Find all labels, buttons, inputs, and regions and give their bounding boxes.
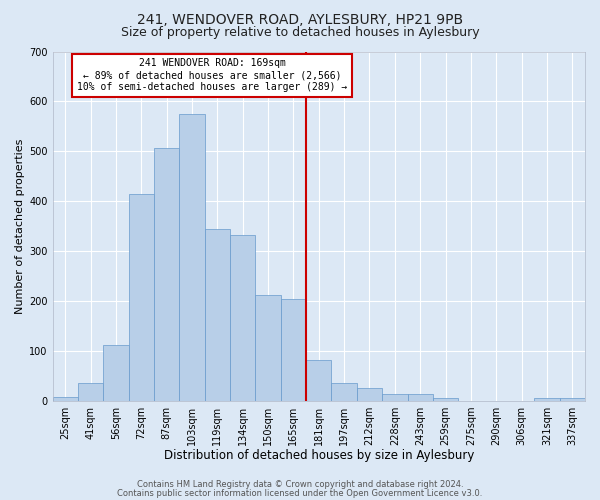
Bar — [256, 295, 281, 401]
Text: Contains HM Land Registry data © Crown copyright and database right 2024.: Contains HM Land Registry data © Crown c… — [137, 480, 463, 489]
Text: 241 WENDOVER ROAD: 169sqm
← 89% of detached houses are smaller (2,566)
10% of se: 241 WENDOVER ROAD: 169sqm ← 89% of detac… — [77, 58, 347, 92]
Bar — [281, 298, 306, 401]
Bar — [128, 194, 154, 401]
Bar — [407, 394, 433, 401]
Bar — [205, 228, 230, 401]
Text: Size of property relative to detached houses in Aylesbury: Size of property relative to detached ho… — [121, 26, 479, 39]
Bar — [53, 397, 78, 401]
X-axis label: Distribution of detached houses by size in Aylesbury: Distribution of detached houses by size … — [164, 450, 474, 462]
Bar — [179, 114, 205, 401]
Bar — [560, 398, 585, 401]
Text: 241, WENDOVER ROAD, AYLESBURY, HP21 9PB: 241, WENDOVER ROAD, AYLESBURY, HP21 9PB — [137, 12, 463, 26]
Bar — [382, 394, 407, 401]
Bar — [154, 148, 179, 401]
Bar — [103, 345, 128, 401]
Bar — [230, 234, 256, 401]
Bar — [306, 360, 331, 401]
Bar — [331, 382, 357, 401]
Text: Contains public sector information licensed under the Open Government Licence v3: Contains public sector information licen… — [118, 489, 482, 498]
Bar — [357, 388, 382, 401]
Bar — [78, 384, 103, 401]
Bar — [534, 398, 560, 401]
Y-axis label: Number of detached properties: Number of detached properties — [15, 138, 25, 314]
Bar — [433, 398, 458, 401]
